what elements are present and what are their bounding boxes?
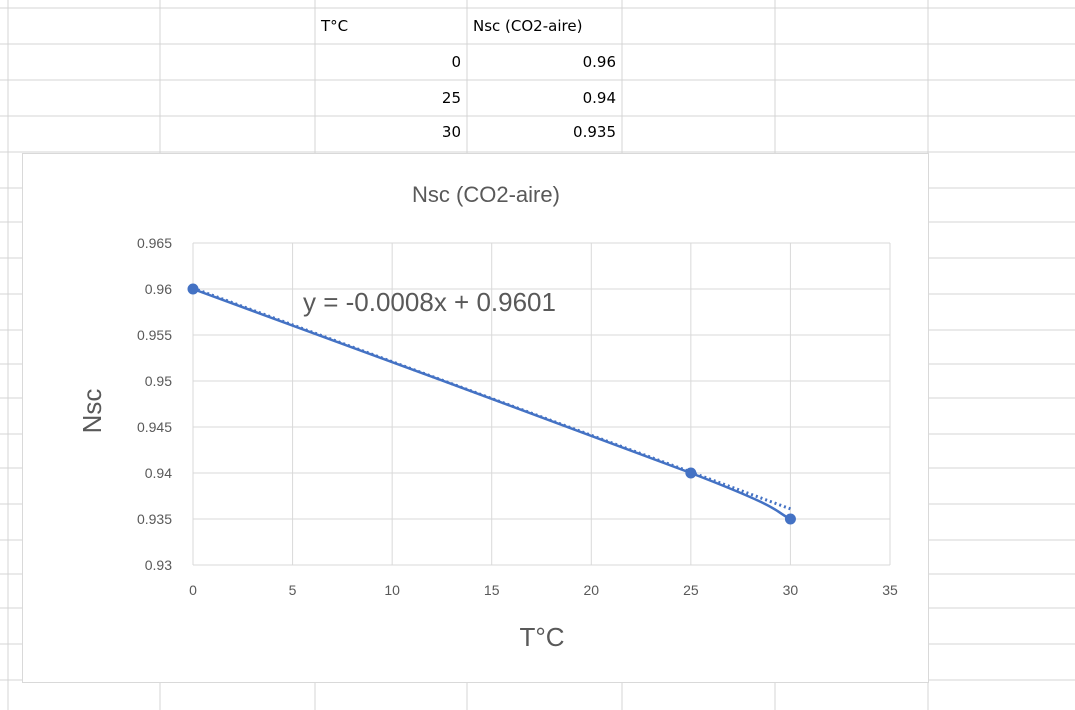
header-cell-nsc[interactable]: Nsc (CO2-aire) (473, 17, 583, 35)
y-tick-label: 0.94 (145, 465, 172, 481)
chart-canvas: Nsc (CO2-aire) Nsc T°C 0.93 0.935 0.94 0.94… (77, 182, 898, 652)
y-axis-title: Nsc (77, 389, 107, 434)
y-tick-label: 0.965 (137, 235, 172, 251)
data-cell-temperature[interactable]: 25 (441, 89, 461, 107)
y-tick-label: 0.935 (137, 511, 172, 527)
x-tick-label: 0 (189, 582, 197, 598)
data-cell-temperature[interactable]: 0 (451, 53, 461, 71)
y-tick-label: 0.945 (137, 419, 172, 435)
x-axis-title: T°C (519, 622, 564, 652)
data-cell-temperature[interactable]: 30 (441, 123, 461, 141)
y-tick-label: 0.955 (137, 327, 172, 343)
x-tick-label: 20 (583, 582, 599, 598)
y-tick-label: 0.93 (145, 557, 172, 573)
x-tick-label: 25 (683, 582, 699, 598)
trendline-equation-label: y = -0.0008x + 0.9601 (303, 287, 556, 317)
data-cell-nsc[interactable]: 0.96 (582, 53, 616, 71)
data-point (685, 467, 697, 479)
x-tick-label: 5 (289, 582, 297, 598)
series-line (192, 287, 791, 521)
chart-container[interactable]: Nsc (CO2-aire) Nsc T°C 0.93 0.935 0.94 0.94… (22, 153, 929, 683)
chart-title: Nsc (CO2-aire) (412, 182, 560, 207)
y-tick-label: 0.95 (145, 373, 172, 389)
gridlines (192, 242, 891, 566)
header-cell-temperature[interactable]: T°C (321, 17, 349, 35)
data-cell-nsc[interactable]: 0.94 (582, 89, 616, 107)
data-cell-nsc[interactable]: 0.935 (573, 123, 616, 141)
data-point (187, 283, 199, 295)
x-tick-label: 15 (484, 582, 500, 598)
x-tick-label: 10 (384, 582, 400, 598)
y-tick-label: 0.96 (145, 281, 172, 297)
x-tick-label: 35 (882, 582, 898, 598)
data-point (784, 513, 796, 525)
x-tick-label: 30 (783, 582, 799, 598)
